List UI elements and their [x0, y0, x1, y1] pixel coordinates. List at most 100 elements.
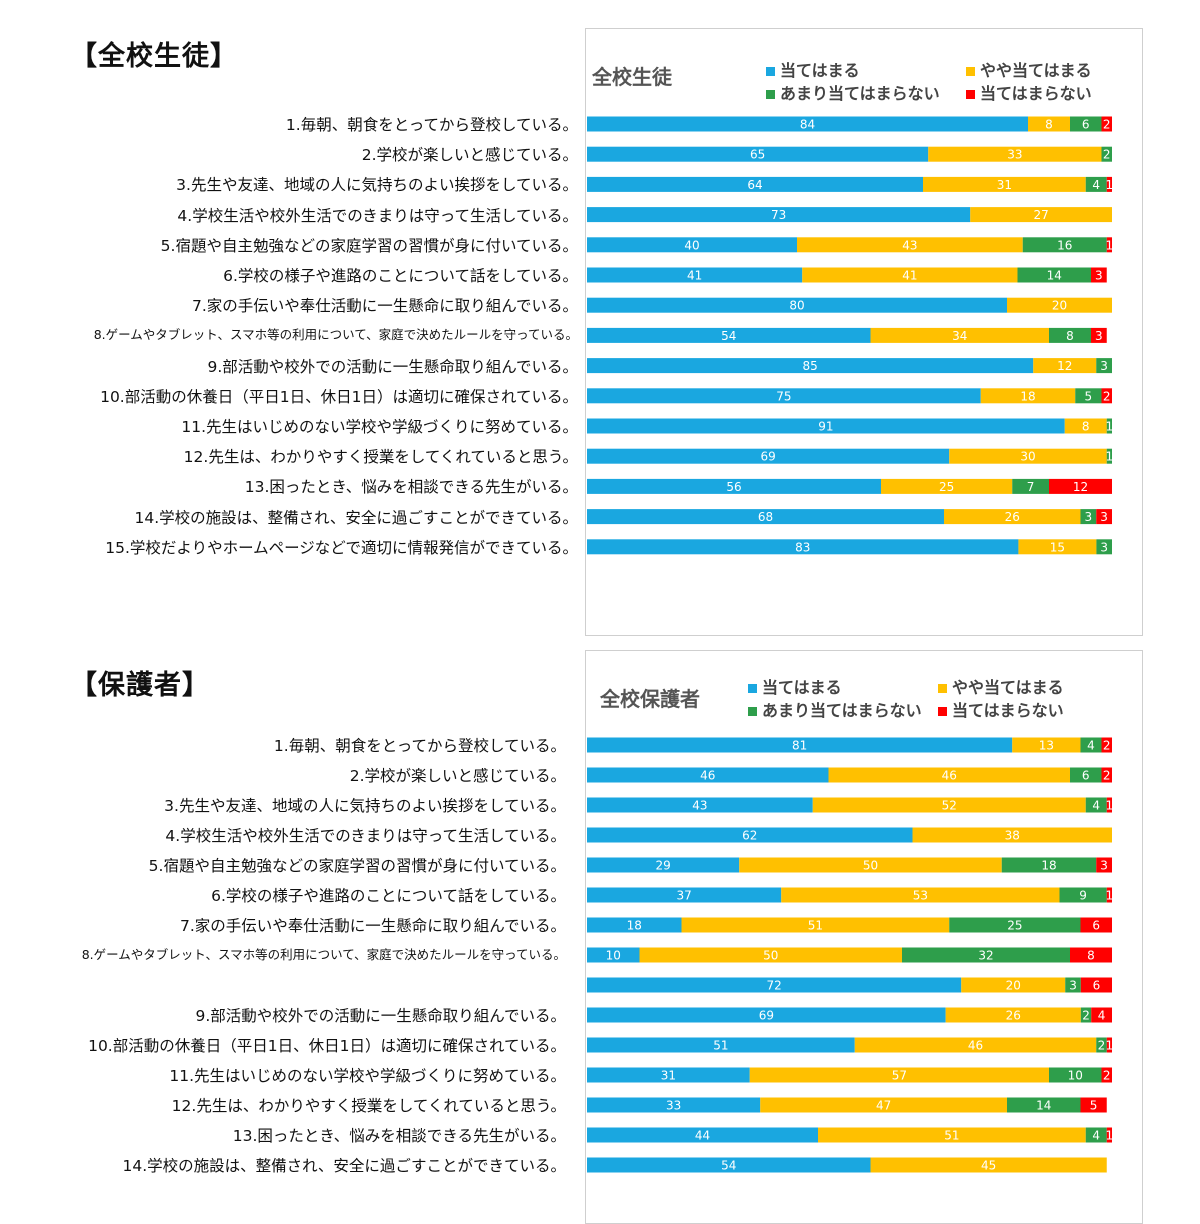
students-bar-segment [1075, 388, 1102, 404]
parents-data-label: 2 [1098, 1039, 1106, 1053]
parents-question-label: 3.先生や友達、地域の人に気持ちのよい挨拶をしている。 [164, 797, 566, 815]
parents-data-label: 2 [1103, 769, 1111, 783]
students-chart-title: 全校生徒 [592, 65, 672, 89]
parents-heading: 【保護者】 [70, 670, 210, 701]
students-legend-3: あまり当てはまらない [766, 80, 940, 104]
students-bar-segment [1091, 267, 1107, 283]
students-data-label: 8 [1082, 420, 1090, 434]
parents-bar-segment [587, 857, 740, 873]
students-data-label: 84 [800, 118, 815, 132]
students-bar-segment [1070, 116, 1102, 132]
students-bar-segment [587, 327, 871, 343]
students-data-label: 69 [760, 450, 775, 464]
students-question-label: 13.困ったとき、悩みを相談できる先生がいる。 [244, 478, 578, 497]
students-question-label: 12.先生は、わかりやすく授業をしてくれていると思う。 [183, 448, 578, 467]
students-question-label: 1.毎朝、朝食をとってから登校している。 [285, 116, 578, 134]
parents-data-label: 10 [1068, 1069, 1083, 1083]
parents-bar-segment [945, 1007, 1081, 1023]
students-bar-segment [949, 448, 1107, 464]
parents-data-label: 44 [695, 1129, 710, 1143]
parents-data-label: 18 [627, 919, 642, 933]
parents-bar-segment [902, 947, 1070, 963]
students-bar-segment [1017, 267, 1091, 283]
parents-data-label: 5 [1090, 1099, 1098, 1113]
students-data-label: 6 [1082, 118, 1090, 132]
parents-bar-segment [1096, 857, 1112, 873]
parents-bar-segment [681, 917, 950, 933]
parents-bar-segment [1070, 767, 1102, 783]
parents-data-label: 20 [1006, 979, 1021, 993]
students-bar-segment [1007, 297, 1112, 313]
parents-data-label: 47 [876, 1099, 891, 1113]
students-data-label: 43 [902, 238, 917, 252]
students-question-label: 5.宿題や自主勉強などの家庭学習の習慣が身に付いている。 [160, 236, 578, 255]
parents-bar-segment [1080, 977, 1112, 993]
legend-swatch-yellow-icon [938, 684, 947, 693]
students-data-label: 1 [1106, 238, 1114, 252]
parents-data-label: 81 [792, 739, 807, 753]
legend-swatch-red-icon [966, 90, 975, 99]
students-data-label: 41 [687, 269, 702, 283]
students-bar-segment [1101, 388, 1112, 404]
students-bar-segment [587, 116, 1028, 132]
students-bar-segment [587, 237, 797, 253]
parents-data-label: 33 [666, 1099, 681, 1113]
students-data-label: 2 [1103, 148, 1111, 162]
parents-question-label: 11.先生はいじめのない学校や学級づくりに努めている。 [169, 1067, 566, 1085]
students-bar-segment [970, 207, 1112, 223]
students-question-label: 14.学校の施設は、整備され、安全に過ごすことができている。 [134, 508, 578, 527]
students-question-label: 7.家の手伝いや奉仕活動に一生懸命に取り組んでいる。 [191, 297, 578, 316]
students-bar-segment [1101, 146, 1112, 162]
parents-data-label: 51 [944, 1129, 959, 1143]
parents-data-label: 1 [1106, 1039, 1114, 1053]
students-data-label: 34 [952, 329, 967, 343]
students-bar-segment [587, 146, 929, 162]
parents-bar-segment [760, 1097, 1007, 1113]
students-bar-segment [1049, 327, 1091, 343]
parents-bar-segment [1080, 1097, 1107, 1113]
parents-bar-segment [1085, 797, 1107, 813]
students-data-label: 64 [747, 178, 762, 192]
students-data-label: 8 [1066, 329, 1074, 343]
students-bar-segment [1012, 478, 1049, 494]
students-bar-segment [1096, 509, 1112, 525]
parents-bar-segment [1101, 767, 1112, 783]
students-bar-segment [1096, 358, 1112, 374]
parents-bar-segment [587, 917, 682, 933]
parents-bar-segment [587, 737, 1013, 753]
students-bar-segment [587, 539, 1019, 555]
parents-data-label: 32 [978, 949, 993, 963]
parents-legend-4: 当てはまらない [938, 697, 1064, 721]
parents-bar-segment [1080, 917, 1112, 933]
parents-data-label: 26 [1006, 1009, 1021, 1023]
students-data-label: 31 [997, 178, 1012, 192]
students-data-label: 2 [1103, 118, 1111, 132]
parents-bar-segment [1091, 1007, 1112, 1023]
students-data-label: 54 [721, 329, 736, 343]
parents-question-label: 13.困ったとき、悩みを相談できる先生がいる。 [232, 1127, 566, 1145]
students-data-label: 83 [795, 540, 810, 554]
parents-bar-segment [639, 947, 902, 963]
parents-bar-segment [812, 797, 1086, 813]
parents-bar-segment [870, 1157, 1107, 1173]
parents-bar-segment [1001, 857, 1097, 873]
parents-bar-segment [587, 767, 829, 783]
parents-data-label: 18 [1041, 859, 1056, 873]
legend-swatch-yellow-icon [966, 67, 975, 76]
students-question-label: 2.学校が楽しいと感じている。 [361, 146, 578, 165]
students-bar-segment [587, 418, 1065, 434]
students-data-label: 3 [1095, 269, 1103, 283]
parents-data-label: 50 [763, 949, 778, 963]
parents-legend-1: 当てはまる [748, 674, 842, 698]
parents-data-label: 1 [1106, 889, 1114, 903]
parents-data-label: 43 [692, 799, 707, 813]
parents-data-label: 2 [1103, 739, 1111, 753]
students-bar-segment [797, 237, 1023, 253]
students-question-label: 8.ゲームやタブレット、スマホ等の利用について、家庭で決めたルールを守っている。 [93, 327, 578, 343]
parents-data-label: 6 [1092, 919, 1100, 933]
parents-data-label: 2 [1103, 1069, 1111, 1083]
parents-data-label: 6 [1082, 769, 1090, 783]
parents-data-label: 31 [661, 1069, 676, 1083]
parents-chart-title: 全校保護者 [600, 687, 700, 711]
